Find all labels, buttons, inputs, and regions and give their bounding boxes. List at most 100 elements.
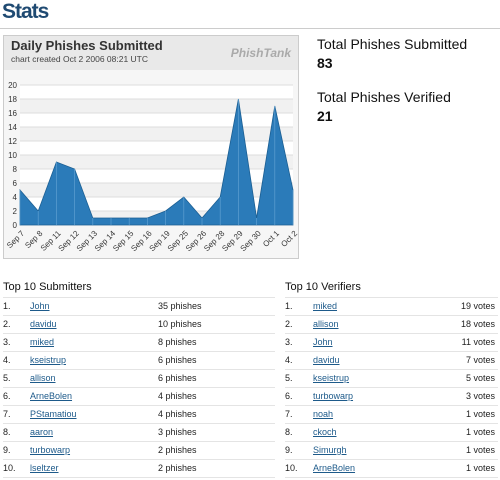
rank: 10. <box>285 463 298 473</box>
count: 11 votes <box>461 337 495 347</box>
rank: 10. <box>3 463 16 473</box>
count: 1 votes <box>465 445 495 455</box>
count: 19 votes <box>460 301 495 311</box>
rank: 6. <box>3 391 11 401</box>
count: 4 phishes <box>158 409 197 419</box>
row-line <box>3 405 275 406</box>
y-tick-label: 14 <box>8 123 17 132</box>
count: 6 phishes <box>158 355 197 365</box>
count: 4 phishes <box>158 391 197 401</box>
row-line <box>3 423 275 424</box>
table-title: Top 10 Submitters <box>3 281 92 293</box>
stat-value: 21 <box>317 108 333 124</box>
rank: 4. <box>3 355 11 365</box>
rank: 8. <box>3 427 11 437</box>
user-link[interactable]: John <box>313 337 333 347</box>
row-line <box>3 333 275 334</box>
user-link[interactable]: aaron <box>30 427 54 437</box>
row-line <box>285 441 498 442</box>
row-line <box>3 477 275 478</box>
count: 7 votes <box>465 355 495 365</box>
row-line <box>3 459 275 460</box>
row-line <box>3 369 275 370</box>
y-tick-label: 2 <box>13 207 18 216</box>
rank: 2. <box>3 319 11 329</box>
y-tick-label: 0 <box>13 221 18 230</box>
count: 6 phishes <box>158 373 197 383</box>
user-link[interactable]: ArneBolen <box>313 463 356 473</box>
row-line <box>285 405 498 406</box>
stat-label: Total Phishes Verified <box>317 89 451 105</box>
rank: 7. <box>3 409 11 419</box>
user-link[interactable]: allison <box>30 373 56 383</box>
user-link[interactable]: miked <box>30 337 55 347</box>
y-tick-label: 20 <box>8 81 17 90</box>
row-line <box>3 351 275 352</box>
count: 2 phishes <box>158 445 197 455</box>
user-link[interactable]: ckoch <box>313 427 337 437</box>
count: 1 votes <box>465 409 495 419</box>
chart-subtitle: chart created Oct 2 2006 08:21 UTC <box>11 54 148 64</box>
user-link[interactable]: kseistrup <box>313 373 350 383</box>
count: 8 phishes <box>158 337 197 347</box>
y-tick-label: 18 <box>8 95 17 104</box>
user-link[interactable]: turbowarp <box>313 391 354 401</box>
count: 1 votes <box>465 463 495 473</box>
rank: 8. <box>285 427 293 437</box>
row-line <box>285 477 498 478</box>
rank: 4. <box>285 355 293 365</box>
user-link[interactable]: Simurgh <box>313 445 347 455</box>
row-line <box>285 369 498 370</box>
user-link[interactable]: allison <box>313 319 339 329</box>
count: 3 phishes <box>158 427 197 437</box>
rank: 1. <box>285 301 293 311</box>
row-line <box>285 351 498 352</box>
rank: 9. <box>285 445 293 455</box>
count: 3 votes <box>465 391 495 401</box>
rank: 1. <box>3 301 11 311</box>
chart-header <box>4 36 298 70</box>
row-line <box>285 423 498 424</box>
row-line <box>285 459 498 460</box>
user-link[interactable]: ArneBolen <box>30 391 73 401</box>
chart: Daily Phishes Submitted chart created Oc… <box>3 35 299 259</box>
row-line <box>3 441 275 442</box>
y-tick-label: 4 <box>13 193 18 202</box>
user-link[interactable]: davidu <box>30 319 57 329</box>
y-tick-label: 8 <box>13 165 18 174</box>
logo: PhishTank <box>231 46 293 60</box>
user-link[interactable]: noah <box>313 409 334 419</box>
user-link[interactable]: PStamatiou <box>30 409 77 419</box>
y-tick-label: 10 <box>8 151 17 160</box>
rank: 5. <box>285 373 293 383</box>
page-title: Stats <box>2 0 49 23</box>
divider <box>0 28 500 29</box>
count: 2 phishes <box>158 463 197 473</box>
row-line <box>3 315 275 316</box>
count: 35 phishes <box>158 301 202 311</box>
user-link[interactable]: turbowarp <box>30 445 71 455</box>
user-link[interactable]: lseltzer <box>30 463 59 473</box>
table-title: Top 10 Verifiers <box>285 281 361 293</box>
user-link[interactable]: John <box>30 301 50 311</box>
user-link[interactable]: kseistrup <box>30 355 67 365</box>
user-link[interactable]: davidu <box>313 355 340 365</box>
row-line <box>285 333 498 334</box>
rank: 6. <box>285 391 293 401</box>
grid-band <box>20 127 293 141</box>
user-link[interactable]: miked <box>313 301 338 311</box>
grid-band <box>20 155 293 169</box>
row-line <box>3 297 275 298</box>
chart-title: Daily Phishes Submitted <box>11 38 163 53</box>
stat-label: Total Phishes Submitted <box>317 36 468 52</box>
row-line <box>3 387 275 388</box>
y-tick-label: 12 <box>8 137 17 146</box>
grid-band <box>20 99 293 113</box>
rank: 7. <box>285 409 293 419</box>
row-line <box>285 315 498 316</box>
rank: 3. <box>285 337 293 347</box>
y-tick-label: 16 <box>8 109 17 118</box>
row-line <box>285 387 498 388</box>
count: 10 phishes <box>158 319 202 329</box>
